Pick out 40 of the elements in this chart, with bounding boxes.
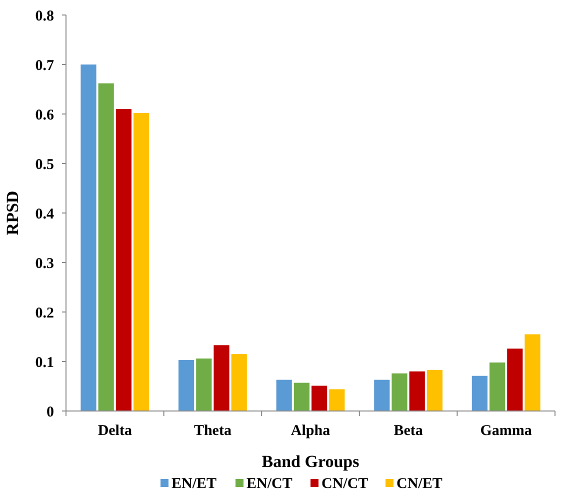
x-tick-label: Alpha (290, 423, 331, 439)
legend-label: CN/CT (322, 476, 368, 492)
x-axis-title: Band Groups (262, 452, 360, 471)
bar (80, 64, 96, 411)
x-tick-label: Delta (98, 423, 132, 439)
y-tick-label: 0.7 (35, 58, 54, 74)
bar (329, 389, 345, 411)
y-tick-label: 0.8 (35, 8, 54, 24)
y-tick-label: 0 (46, 404, 54, 420)
y-tick-label: 0.4 (35, 206, 54, 222)
bar (231, 354, 247, 411)
x-tick-label: Beta (394, 423, 424, 439)
bar (507, 348, 523, 411)
bar (134, 113, 150, 411)
bar (489, 362, 506, 411)
bar (524, 334, 540, 411)
bar (472, 376, 488, 411)
bar (178, 360, 194, 411)
x-tick-label: Gamma (480, 423, 532, 439)
bar (98, 83, 114, 411)
y-tick-label: 0.6 (35, 107, 54, 124)
x-tick-label: Theta (194, 423, 232, 439)
bar (196, 358, 212, 411)
bar (312, 386, 328, 411)
bar (392, 373, 408, 411)
bar (214, 345, 230, 411)
bar (294, 382, 310, 411)
bar (409, 371, 425, 411)
y-axis-title: RPSD (3, 190, 22, 236)
y-tick-label: 0.1 (35, 354, 54, 371)
legend-label: EN/ET (172, 476, 217, 492)
legend-label: CN/ET (396, 476, 442, 492)
bar (276, 380, 292, 411)
y-tick-label: 0.5 (35, 156, 54, 173)
y-tick-label: 0.3 (35, 256, 54, 272)
bar (426, 370, 443, 411)
legend-label: EN/CT (246, 476, 292, 492)
bar (374, 380, 390, 411)
bar (116, 109, 132, 411)
y-tick-label: 0.2 (35, 305, 54, 322)
